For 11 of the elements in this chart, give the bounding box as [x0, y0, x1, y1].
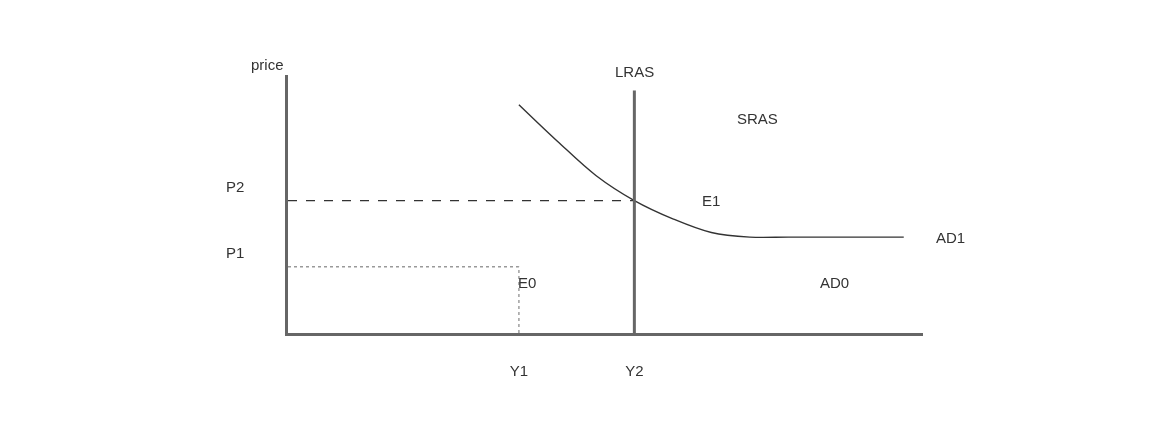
annotation: E0	[518, 274, 537, 291]
text: AD1	[936, 229, 966, 246]
y-axis-title: price	[251, 56, 284, 73]
ref-line-label: LRAS	[615, 63, 655, 80]
annotation: E1	[702, 192, 721, 209]
text: P1	[226, 244, 245, 261]
x-tick-label: Y1	[509, 362, 529, 379]
x-tick-label: Y2	[625, 362, 644, 379]
annotation: AD0	[820, 274, 850, 291]
annotation: SRAS	[737, 110, 778, 127]
text: P2	[226, 178, 245, 195]
